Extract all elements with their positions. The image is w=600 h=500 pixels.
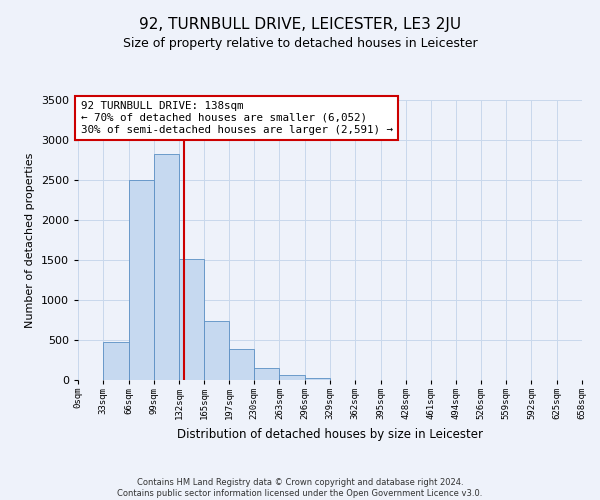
- Bar: [179, 259, 205, 380]
- Bar: [254, 368, 280, 380]
- Text: Contains HM Land Registry data © Crown copyright and database right 2024.
Contai: Contains HM Land Registry data © Crown c…: [118, 478, 482, 498]
- Text: 92 TURNBULL DRIVE: 138sqm
← 70% of detached houses are smaller (6,052)
30% of se: 92 TURNBULL DRIVE: 138sqm ← 70% of detac…: [80, 102, 392, 134]
- Bar: [103, 342, 128, 380]
- Text: Size of property relative to detached houses in Leicester: Size of property relative to detached ho…: [122, 38, 478, 51]
- Text: 92, TURNBULL DRIVE, LEICESTER, LE3 2JU: 92, TURNBULL DRIVE, LEICESTER, LE3 2JU: [139, 18, 461, 32]
- Bar: [305, 378, 330, 380]
- Bar: [280, 375, 305, 380]
- Bar: [229, 349, 254, 380]
- Bar: [205, 321, 229, 380]
- Bar: [128, 180, 154, 380]
- X-axis label: Distribution of detached houses by size in Leicester: Distribution of detached houses by size …: [177, 428, 483, 440]
- Y-axis label: Number of detached properties: Number of detached properties: [25, 152, 35, 328]
- Bar: [154, 154, 179, 380]
